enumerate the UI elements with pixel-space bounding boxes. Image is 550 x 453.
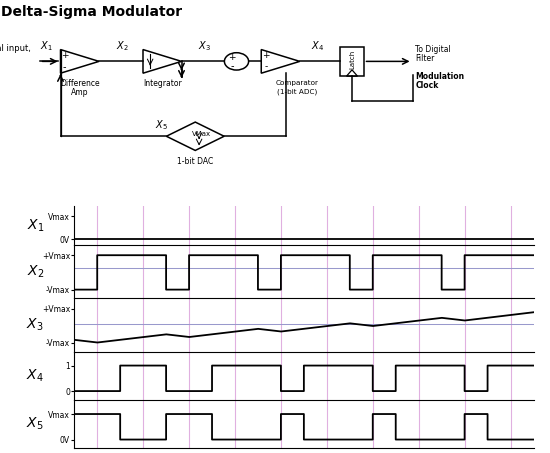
Text: $X_3$: $X_3$ [198,39,211,53]
Text: Difference: Difference [60,78,100,87]
Text: $X_2$: $X_2$ [116,39,128,53]
Text: +: + [60,51,68,60]
Text: -: - [230,61,234,71]
Text: Integrator: Integrator [143,78,182,87]
Text: +: + [262,51,270,60]
Text: Latch: Latch [349,50,355,69]
Text: Modulation: Modulation [415,72,464,81]
Text: Amp: Amp [71,87,89,96]
Text: -: - [265,63,268,72]
Bar [340,47,364,76]
Text: $X_1$: $X_1$ [40,39,52,53]
Text: Signal input,: Signal input, [0,43,33,53]
Text: $X_3$: $X_3$ [26,317,44,333]
Text: $X_2$: $X_2$ [26,263,44,280]
Text: $X_4$: $X_4$ [311,39,324,53]
Text: +: + [228,53,236,62]
Text: Clock: Clock [415,82,439,90]
Text: $X_5$: $X_5$ [155,119,168,132]
Text: VMax: VMax [192,131,211,137]
Text: Comparator: Comparator [276,80,318,86]
Text: 1-bit DAC: 1-bit DAC [177,157,213,166]
Text: To Digital: To Digital [415,45,451,54]
Text: Filter: Filter [415,54,434,63]
Text: $X_1$: $X_1$ [26,217,44,234]
Text: -: - [63,63,66,72]
Text: $X_4$: $X_4$ [26,367,44,384]
Text: (1-bit ADC): (1-bit ADC) [277,89,317,96]
Text: Delta-Sigma Modulator: Delta-Sigma Modulator [1,5,182,19]
Text: $X_5$: $X_5$ [26,416,44,433]
